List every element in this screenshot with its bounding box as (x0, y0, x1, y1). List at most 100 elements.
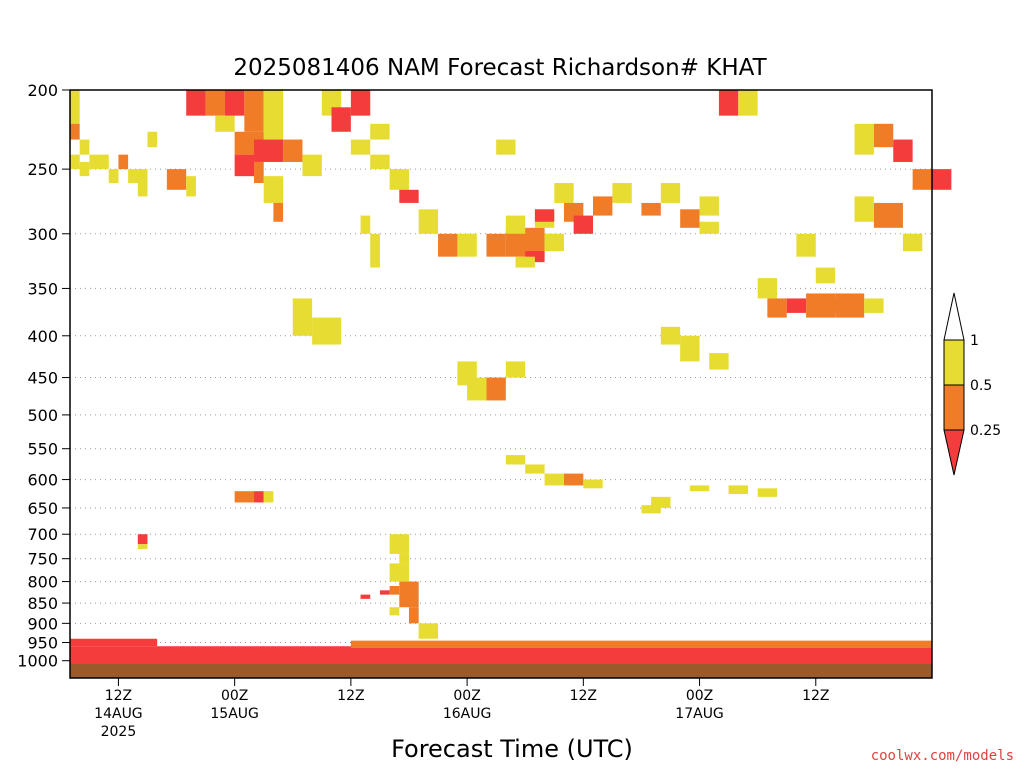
ri-cell (699, 221, 719, 234)
ri-cell (728, 485, 748, 495)
x-tick-label: 12Z (337, 688, 364, 704)
x-tick-label: 12Z (802, 688, 829, 704)
ri-cell (757, 488, 778, 497)
ri-cell (864, 298, 884, 313)
ri-cell (660, 183, 681, 203)
ri-cell (350, 90, 371, 116)
ri-cell (370, 123, 390, 140)
ri-cell (680, 209, 700, 228)
ri-cell (70, 90, 80, 124)
ri-cell (505, 361, 526, 378)
surface-band (350, 640, 932, 649)
ri-cell (399, 581, 419, 608)
y-tick-label: 550 (27, 440, 58, 459)
y-tick-label: 600 (27, 471, 58, 490)
ri-cell (496, 139, 516, 155)
y-tick-label: 1000 (17, 652, 58, 671)
legend-swatch-above-1 (943, 292, 965, 341)
ri-cell (563, 473, 584, 486)
ri-cell (709, 353, 729, 370)
ri-cell (137, 183, 148, 197)
ri-cell (873, 202, 903, 228)
ri-cell (263, 176, 284, 203)
x-axis-ticks: 12Z 14AUG 2025 00Z 15AUG 12Z 00Z 16AUG 12Z 00Z 17A… (94, 678, 829, 740)
legend-swatch-0.25-0.5 (943, 384, 965, 431)
ri-cell (399, 189, 419, 203)
ri-cell (554, 183, 574, 203)
ri-cell (273, 202, 284, 222)
ri-cell (757, 278, 778, 299)
legend-label: 1 (970, 333, 979, 349)
y-tick-label: 800 (27, 573, 58, 592)
x-tick-label: 15AUG (210, 706, 259, 722)
ri-cell (534, 209, 555, 222)
ri-cell (815, 267, 836, 284)
y-axis-ticks: 200 250 300 350 400 450 500 550 600 650 700 750 800 8… (17, 81, 70, 671)
ri-cell (525, 251, 545, 263)
y-tick-label: 350 (27, 279, 58, 298)
ri-cell (70, 154, 80, 170)
x-tick-label: 2025 (101, 724, 137, 740)
ri-cell (593, 196, 613, 216)
ri-cell (544, 233, 564, 252)
ri-cell (215, 115, 235, 132)
legend-label: 0.25 (970, 423, 1001, 439)
y-tick-label: 400 (27, 327, 58, 346)
ri-cell (205, 90, 225, 116)
ri-cell (186, 176, 196, 197)
ri-cell (234, 491, 255, 503)
y-tick-label: 900 (27, 614, 58, 633)
y-tick-label: 300 (27, 225, 58, 244)
y-tick-label: 950 (27, 634, 58, 653)
ground-strip (70, 664, 932, 678)
ri-cell (505, 215, 526, 234)
y-tick-label: 750 (27, 550, 58, 569)
ri-cell (573, 215, 594, 234)
ri-cell (835, 293, 865, 318)
x-tick-label: 14AUG (94, 706, 143, 722)
ri-cell (525, 464, 545, 474)
ri-cell (389, 563, 409, 582)
ri-cell (902, 233, 923, 252)
y-tick-label: 500 (27, 406, 58, 425)
ri-cell (360, 594, 371, 599)
ri-cell (244, 90, 264, 132)
ri-cell (699, 196, 719, 216)
ri-cell (408, 607, 419, 624)
ri-cell (89, 154, 109, 170)
ri-cell (438, 233, 458, 257)
ri-cell (234, 154, 255, 177)
ri-cell (137, 534, 148, 545)
ri-cell (389, 607, 400, 616)
ri-cell (166, 169, 187, 190)
ri-cell (186, 90, 206, 116)
ri-cell (583, 479, 603, 489)
ri-cell (350, 139, 371, 155)
chart-title: 2025081406 NAM Forecast Richardson# KHAT (233, 55, 767, 81)
y-tick-label: 200 (27, 81, 58, 100)
ri-cell (796, 233, 816, 257)
ri-cell (873, 123, 894, 148)
ri-cell (641, 505, 661, 514)
ri-cell (118, 154, 129, 170)
x-tick-label: 17AUG (675, 706, 724, 722)
y-tick-label: 650 (27, 499, 58, 518)
ri-cell (128, 169, 148, 184)
ri-cell (418, 623, 439, 639)
y-tick-label: 700 (27, 525, 58, 544)
y-tick-label: 850 (27, 594, 58, 613)
ri-cell (932, 169, 952, 190)
ri-cell (738, 90, 758, 116)
ri-cell (680, 335, 700, 362)
ri-cell (505, 455, 526, 465)
ri-cell (360, 215, 371, 234)
legend-swatch-0.5-1 (943, 339, 965, 386)
ri-cell (137, 544, 148, 550)
ri-cell (283, 139, 303, 162)
colorbar-legend: 1 0.5 0.25 (943, 292, 1001, 476)
ri-cell (79, 161, 90, 177)
ri-cell (651, 496, 671, 508)
ri-cell (108, 169, 119, 184)
ri-cell (457, 233, 477, 257)
ri-cell (689, 485, 710, 492)
